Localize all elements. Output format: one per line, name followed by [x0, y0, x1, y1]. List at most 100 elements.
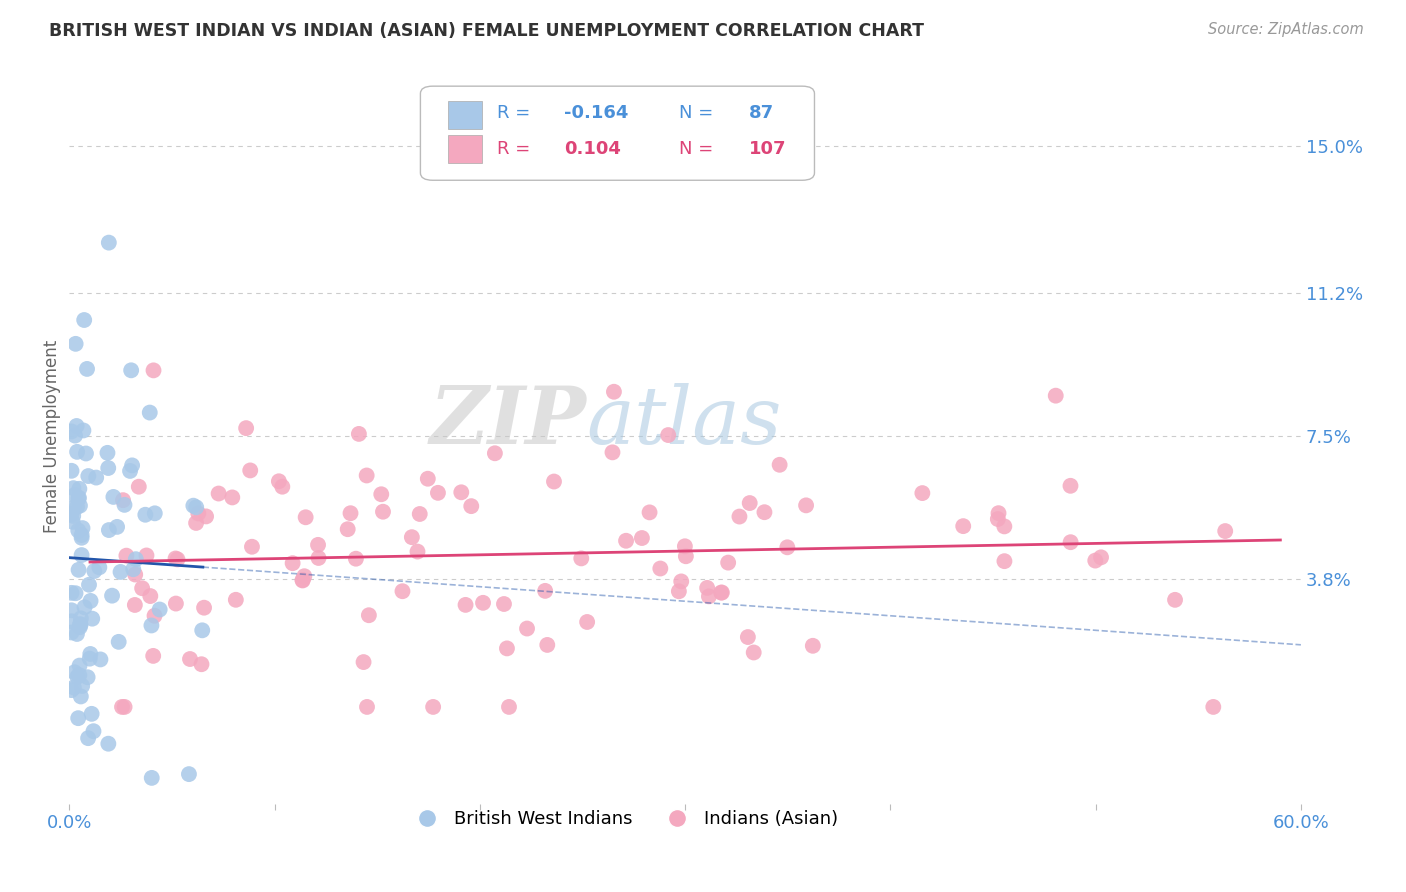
Point — [67, 668, 90, 682]
Point — [409, 507, 432, 521]
Point — [105, 520, 128, 534]
Point — [638, 505, 661, 519]
Point — [114, 700, 136, 714]
Point — [294, 510, 316, 524]
Point — [987, 506, 1010, 520]
Point — [67, 491, 90, 506]
Point — [1059, 479, 1081, 493]
Point — [675, 549, 697, 564]
Point — [60, 507, 83, 521]
Point — [536, 638, 558, 652]
Point — [370, 487, 392, 501]
Point — [187, 507, 209, 521]
Point — [271, 480, 294, 494]
Point — [66, 627, 89, 641]
Point — [60, 683, 83, 698]
Point — [543, 475, 565, 489]
Point — [195, 509, 218, 524]
Legend: British West Indians, Indians (Asian): British West Indians, Indians (Asian) — [401, 803, 846, 835]
Point — [754, 505, 776, 519]
Point — [89, 652, 111, 666]
Point — [63, 488, 86, 502]
Point — [450, 485, 472, 500]
Point — [516, 622, 538, 636]
Point — [97, 523, 120, 537]
Point — [72, 424, 94, 438]
Point — [139, 406, 162, 420]
Point — [307, 538, 329, 552]
Point — [60, 425, 83, 439]
Point — [83, 564, 105, 578]
Point — [484, 446, 506, 460]
Point — [742, 645, 765, 659]
Point — [391, 584, 413, 599]
Point — [710, 585, 733, 599]
Point — [717, 556, 740, 570]
Point — [120, 464, 142, 478]
Point — [987, 512, 1010, 526]
Point — [124, 567, 146, 582]
Point — [62, 500, 84, 515]
Point — [769, 458, 792, 472]
Point — [697, 590, 720, 604]
Text: 107: 107 — [749, 140, 787, 158]
Point — [737, 630, 759, 644]
Point — [416, 472, 439, 486]
Point — [73, 600, 96, 615]
Point — [496, 641, 519, 656]
Point — [149, 602, 172, 616]
Point — [1059, 535, 1081, 549]
Point — [82, 612, 104, 626]
Point — [76, 362, 98, 376]
Point — [77, 469, 100, 483]
Text: 87: 87 — [749, 103, 775, 121]
Point — [62, 481, 84, 495]
Point — [357, 608, 380, 623]
Point — [67, 563, 90, 577]
Point — [657, 428, 679, 442]
Point — [371, 505, 394, 519]
Point — [142, 363, 165, 377]
Point — [115, 549, 138, 563]
Point — [1164, 592, 1187, 607]
FancyBboxPatch shape — [447, 101, 482, 128]
Point — [63, 665, 86, 680]
Point — [183, 499, 205, 513]
Point — [993, 554, 1015, 568]
Point — [347, 426, 370, 441]
Text: ZIP: ZIP — [430, 383, 586, 460]
Point — [1045, 389, 1067, 403]
Point — [190, 657, 212, 672]
Point — [738, 496, 761, 510]
Point — [165, 551, 187, 566]
Point — [110, 565, 132, 579]
Point — [602, 445, 624, 459]
Point — [89, 560, 111, 574]
Point — [221, 491, 243, 505]
Point — [69, 690, 91, 704]
Point — [356, 700, 378, 714]
Point — [121, 458, 143, 473]
Point — [103, 490, 125, 504]
Point — [710, 585, 733, 599]
Point — [614, 533, 637, 548]
Point — [60, 615, 83, 629]
Y-axis label: Female Unemployment: Female Unemployment — [44, 340, 60, 533]
Point — [62, 508, 84, 523]
Point — [70, 611, 93, 625]
Point — [1090, 550, 1112, 565]
Point — [69, 499, 91, 513]
Point — [66, 445, 89, 459]
Point — [134, 508, 156, 522]
Point — [993, 519, 1015, 533]
Point — [801, 639, 824, 653]
Point — [193, 600, 215, 615]
Point — [111, 700, 134, 714]
Point — [353, 655, 375, 669]
Point — [240, 540, 263, 554]
Point — [97, 461, 120, 475]
Point — [63, 428, 86, 442]
Point — [128, 480, 150, 494]
Point — [426, 486, 449, 500]
Text: N =: N = — [679, 140, 718, 158]
